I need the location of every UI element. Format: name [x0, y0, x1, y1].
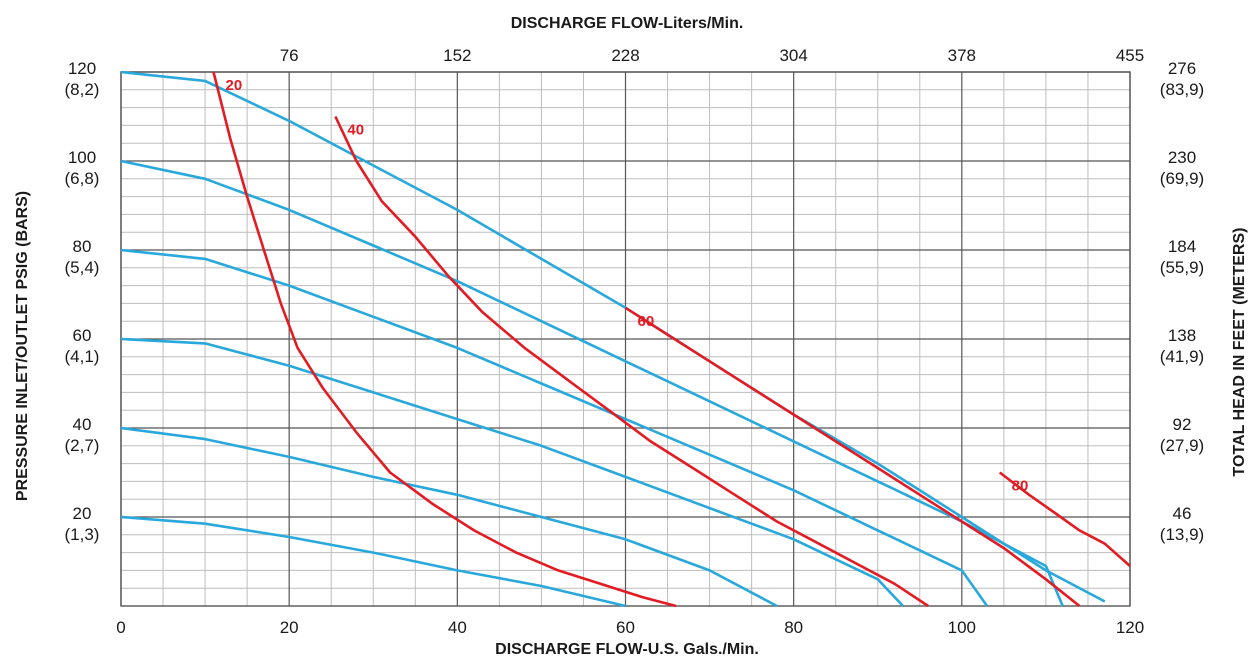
- air-consumption-curve: [998, 471, 1131, 567]
- air-consumption-curve: [624, 306, 1081, 608]
- right-tick-meters: (13,9): [1160, 525, 1204, 544]
- left-tick-bars: (5,4): [65, 258, 100, 277]
- bottom-axis-title: DISCHARGE FLOW-U.S. Gals./Min.: [495, 641, 759, 658]
- left-tick-psig: 20: [73, 504, 92, 523]
- right-tick-feet: 46: [1173, 504, 1192, 523]
- left-tick-bars: (8,2): [65, 80, 100, 99]
- air-curve-label: 60: [638, 313, 655, 330]
- pressure-curve: [120, 426, 778, 608]
- grid: [120, 71, 1131, 607]
- pressure-curve: [120, 515, 626, 608]
- pressure-curve: [120, 337, 904, 607]
- right-tick-meters: (27,9): [1160, 436, 1204, 455]
- right-tick-meters: (83,9): [1160, 80, 1204, 99]
- left-tick-psig: 40: [73, 415, 92, 434]
- x-tick-label: 0: [116, 618, 125, 637]
- left-tick-psig: 100: [68, 148, 96, 167]
- left-tick-psig: 120: [68, 59, 96, 78]
- right-axis-title: TOTAL HEAD IN FEET (METERS): [1231, 228, 1248, 477]
- labels: 0 20 40 60 80 100 120 76 152 228 304 378 455 120 (8,2)…: [65, 46, 1205, 637]
- right-tick-feet: 92: [1173, 415, 1192, 434]
- top-tick-label: 304: [779, 46, 807, 65]
- left-tick-bars: (1,3): [65, 525, 100, 544]
- top-tick-label: 455: [1116, 46, 1144, 65]
- left-tick-psig: 60: [73, 326, 92, 345]
- left-tick-psig: 80: [73, 237, 92, 256]
- x-tick-label: 120: [1116, 618, 1144, 637]
- pressure-curve: [120, 248, 989, 607]
- curves: [120, 70, 1131, 608]
- x-tick-label: 40: [448, 618, 467, 637]
- top-tick-label: 378: [948, 46, 976, 65]
- top-axis-title: DISCHARGE FLOW-Liters/Min.: [511, 15, 744, 32]
- air-curve-label: 80: [1012, 478, 1029, 495]
- right-tick-feet: 276: [1168, 59, 1196, 78]
- pressure-curve: [120, 70, 1106, 603]
- right-tick-meters: (41,9): [1160, 347, 1204, 366]
- pressure-curve: [120, 159, 1064, 607]
- air-consumption-curve: [212, 71, 677, 608]
- x-tick-label: 80: [784, 618, 803, 637]
- left-tick-bars: (4,1): [65, 347, 100, 366]
- right-tick-meters: (55,9): [1160, 258, 1204, 277]
- right-tick-feet: 138: [1168, 326, 1196, 345]
- air-curve-label: 20: [225, 77, 242, 94]
- right-tick-feet: 184: [1168, 237, 1196, 256]
- left-tick-bars: (2,7): [65, 436, 100, 455]
- top-tick-label: 76: [280, 46, 299, 65]
- x-tick-label: 60: [616, 618, 635, 637]
- top-tick-label: 152: [443, 46, 471, 65]
- x-tick-label: 20: [280, 618, 299, 637]
- right-tick-meters: (69,9): [1160, 169, 1204, 188]
- top-tick-label: 228: [611, 46, 639, 65]
- x-tick-label: 100: [948, 618, 976, 637]
- left-tick-bars: (6,8): [65, 169, 100, 188]
- air-consumption-curve: [334, 115, 929, 608]
- left-axis-title: PRESSURE INLET/OUTLET PSIG (BARS): [14, 191, 31, 501]
- air-curve-label: 40: [347, 122, 364, 139]
- right-tick-feet: 230: [1168, 148, 1196, 167]
